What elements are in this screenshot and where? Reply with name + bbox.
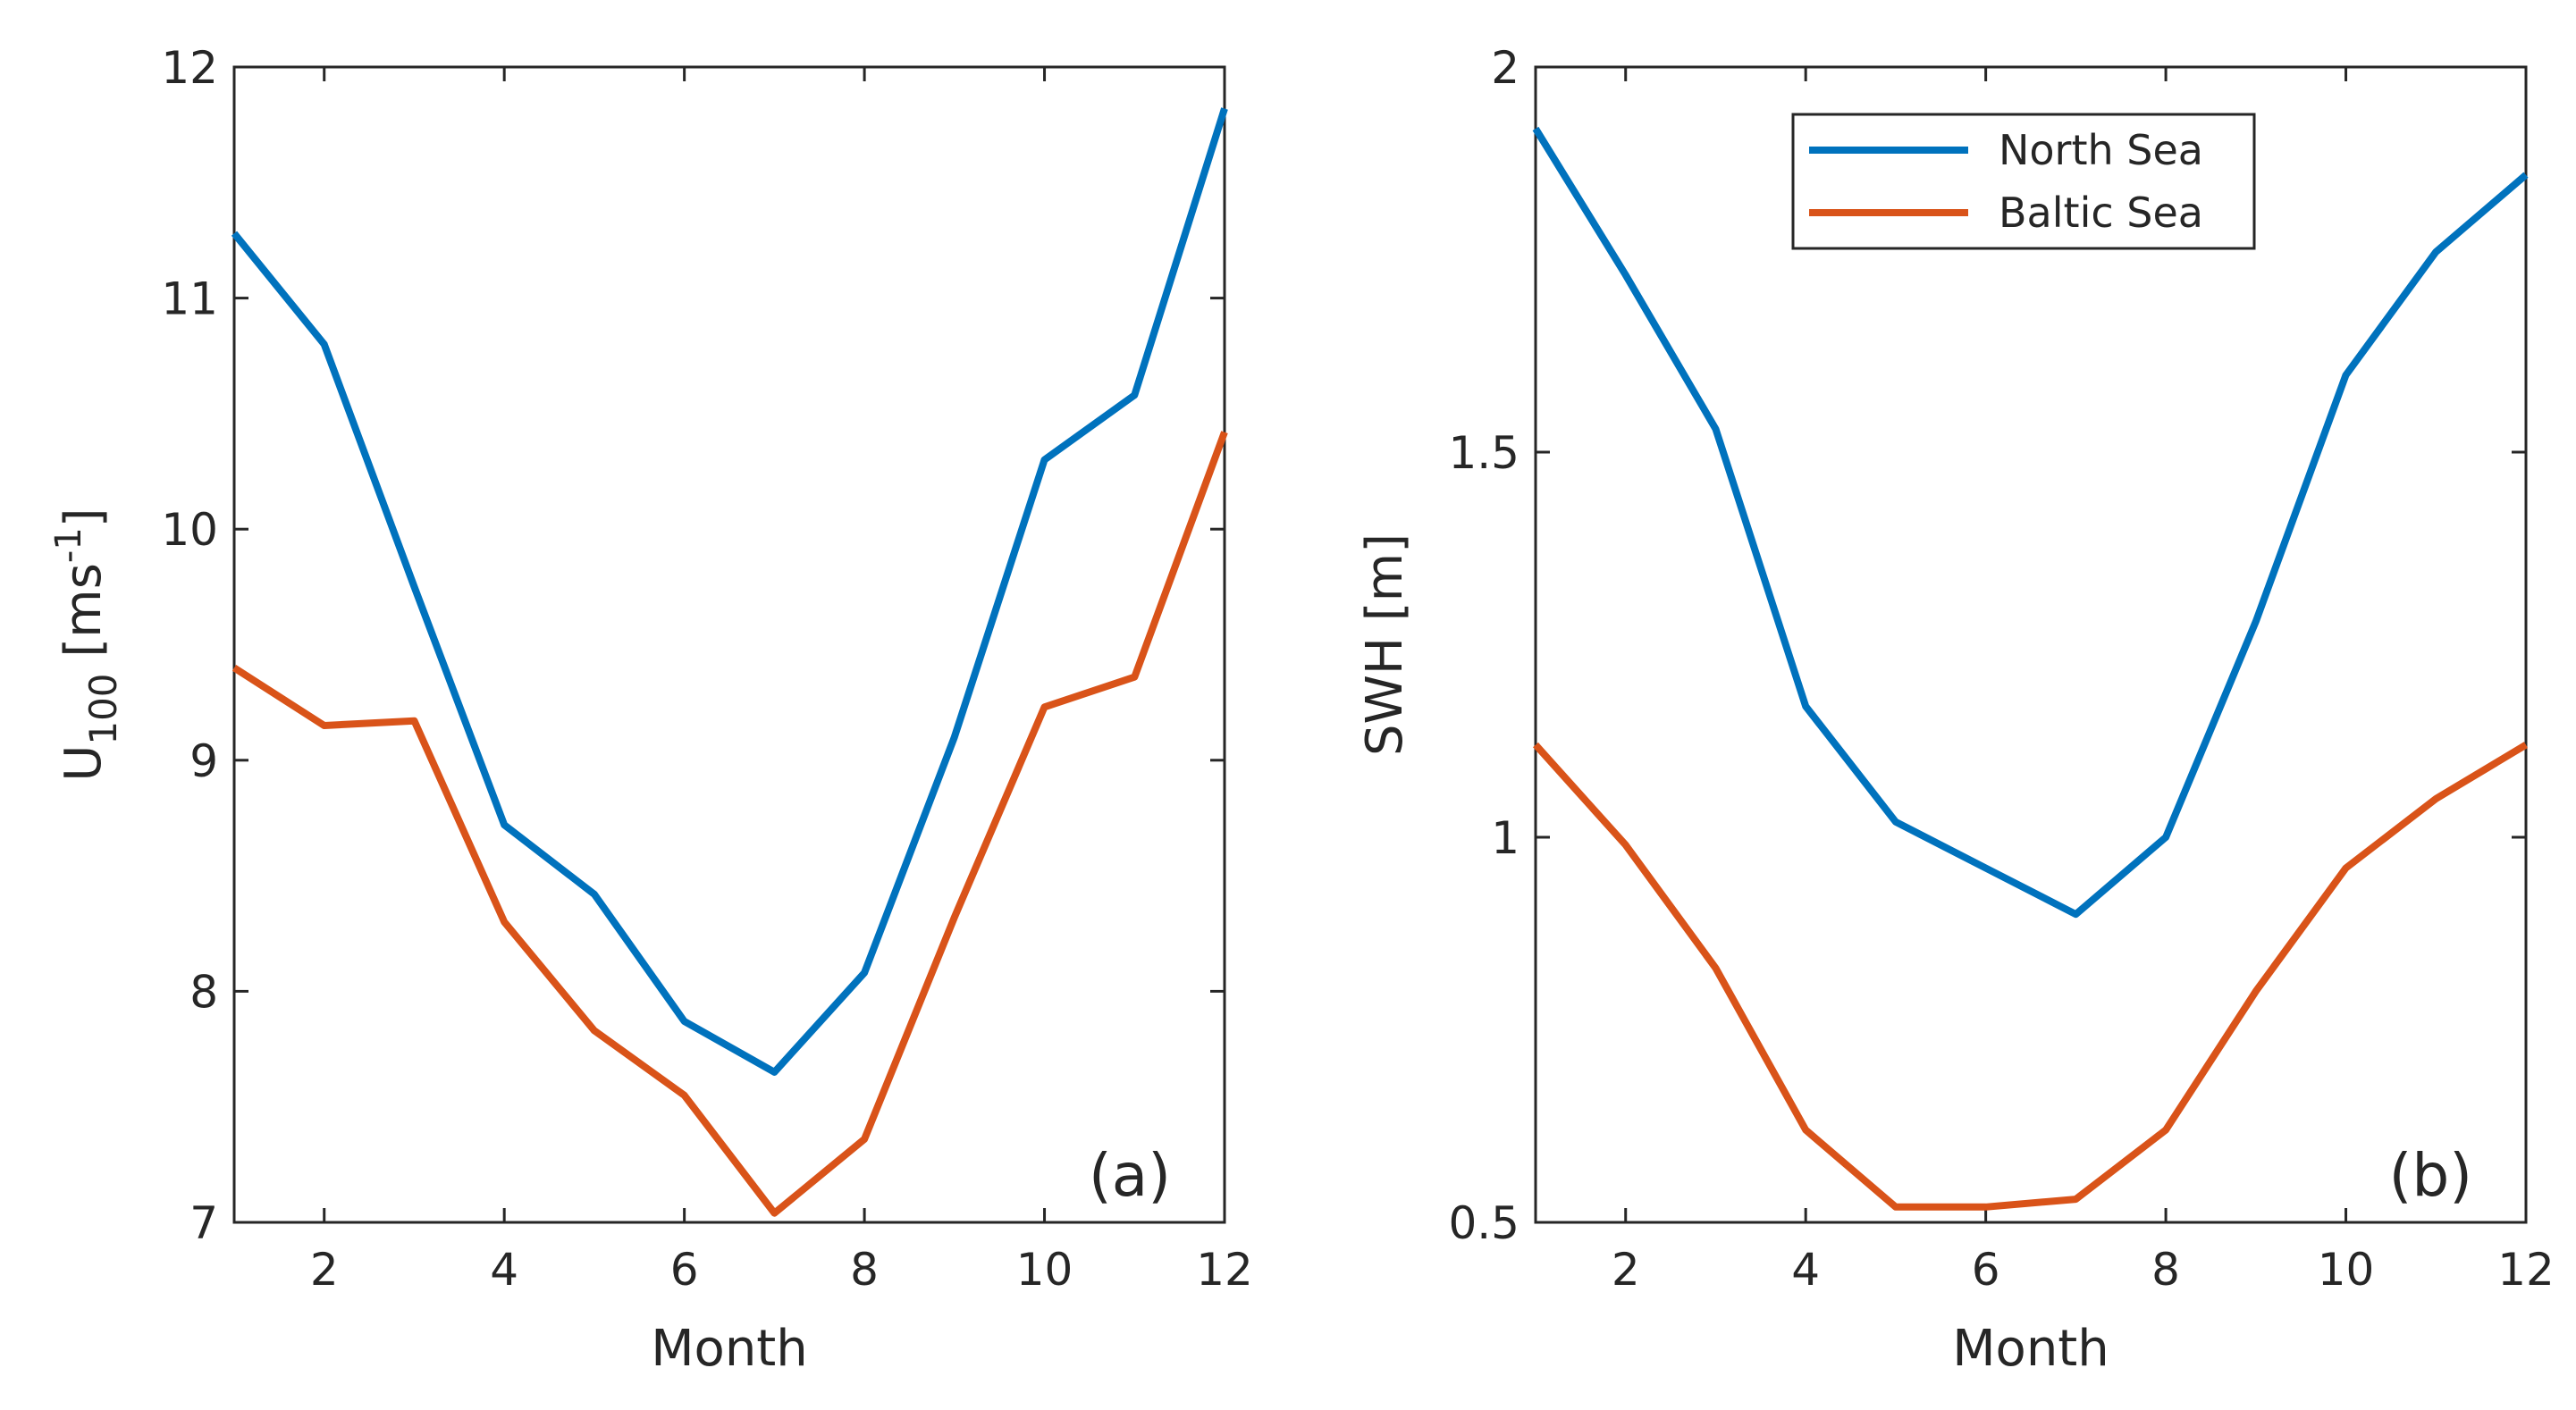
y-tick-label: 8 [189, 966, 218, 1018]
x-tick-label: 10 [1016, 1244, 1073, 1296]
x-tick-label: 12 [2497, 1244, 2555, 1296]
legend-label: Baltic Sea [1999, 189, 2203, 237]
x-tick-label: 4 [490, 1244, 518, 1296]
x-tick-label: 6 [1972, 1244, 2000, 1296]
y-tick-label: 0.5 [1448, 1197, 1520, 1249]
series-line-north-sea [231, 107, 1228, 1076]
x-tick-label: 4 [1791, 1244, 1820, 1296]
y-tick-label: 1 [1491, 812, 1520, 864]
x-axis-label: Month [1952, 1320, 2109, 1378]
panel-a-chart: 2 4 6 8 10 12 7 8 9 10 11 12 Month U100 [ms-1] (a) [48, 42, 1253, 1378]
x-tick-label: 12 [1196, 1244, 1253, 1296]
x-tick-label: 2 [310, 1244, 339, 1296]
panel-label: (b) [2389, 1141, 2472, 1210]
y-tick-label: 7 [189, 1197, 218, 1249]
panel-label: (a) [1089, 1141, 1171, 1210]
x-tick-label: 8 [2151, 1244, 2180, 1296]
y-tick-label: 11 [161, 273, 218, 325]
series-line-north-sea [1532, 126, 2529, 919]
x-tick-label: 6 [670, 1244, 699, 1296]
plot-area-frame [232, 65, 1226, 1224]
y-tick-label: 12 [161, 42, 218, 94]
y-axis-label: SWH [m] [1356, 533, 1414, 756]
y-tick-label: 9 [189, 735, 218, 787]
x-axis-label: Month [651, 1320, 808, 1378]
legend-box [1791, 113, 2256, 250]
x-tick-label: 10 [2318, 1244, 2375, 1296]
series-line-baltic-sea [1533, 742, 2529, 1211]
x-tick-label: 2 [1612, 1244, 1640, 1296]
series-line-baltic-sea [232, 431, 1228, 1217]
y-tick-label: 2 [1491, 42, 1520, 94]
y-tick-label: 10 [161, 504, 218, 556]
legend-label: North Sea [1999, 126, 2203, 174]
y-axis-label: U100 [ms-1] [48, 508, 125, 781]
panel-b-chart: 2 4 6 8 10 12 0.5 1 1.5 2 Month SWH [m] (b) North Sea… [1356, 42, 2555, 1378]
x-tick-label: 8 [850, 1244, 879, 1296]
plot-area-frame [1534, 65, 2528, 1224]
legend: North Sea Baltic Sea [1791, 113, 2256, 250]
y-tick-label: 1.5 [1448, 427, 1520, 479]
